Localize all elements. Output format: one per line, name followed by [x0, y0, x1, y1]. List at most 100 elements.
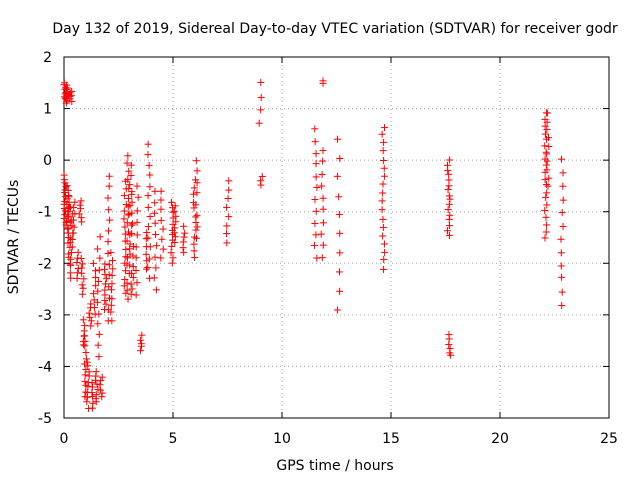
x-tick-label: 0 [60, 431, 69, 447]
data-point [545, 143, 553, 151]
data-point [87, 322, 95, 330]
data-point [311, 138, 319, 146]
data-point [124, 295, 132, 303]
data-point [79, 284, 87, 292]
data-point [557, 262, 565, 270]
data-point [121, 223, 129, 231]
data-point [73, 258, 81, 266]
data-point [152, 264, 160, 272]
x-tick-label: 20 [491, 431, 509, 447]
data-point [379, 147, 387, 155]
data-point [124, 152, 132, 160]
data-point [443, 161, 451, 169]
data-point [124, 211, 132, 219]
data-point [76, 201, 84, 209]
data-point [94, 245, 102, 253]
data-point [312, 231, 320, 239]
data-point [378, 206, 386, 214]
data-point [77, 255, 85, 263]
data-point [105, 261, 113, 269]
data-point [378, 130, 386, 138]
y-tick-label: 1 [43, 102, 52, 118]
data-point [107, 301, 115, 309]
data-point [95, 266, 103, 274]
x-tick-label: 25 [600, 431, 618, 447]
data-point [541, 234, 549, 242]
data-point [146, 183, 154, 191]
data-point [126, 250, 134, 258]
data-point [544, 182, 552, 190]
data-point [151, 253, 159, 261]
data-point [81, 337, 89, 345]
data-point [125, 185, 133, 193]
data-point [137, 340, 145, 348]
data-point [445, 331, 453, 339]
data-point [192, 201, 200, 209]
data-point [379, 215, 387, 223]
data-point [172, 212, 180, 220]
data-point [123, 254, 131, 262]
data-point [81, 377, 89, 385]
data-point [379, 223, 387, 231]
data-point [94, 277, 102, 285]
data-point [121, 276, 129, 284]
data-point [444, 227, 452, 235]
data-point [171, 233, 179, 241]
data-point [80, 275, 88, 283]
data-point [144, 203, 152, 211]
data-point [108, 257, 116, 265]
data-point [65, 193, 73, 201]
data-point [77, 197, 85, 205]
data-point [542, 213, 550, 221]
data-point [542, 161, 550, 169]
data-point [96, 254, 104, 262]
data-point [97, 377, 105, 385]
data-point [336, 287, 344, 295]
data-point [102, 280, 110, 288]
data-point [171, 238, 179, 246]
data-point [60, 171, 68, 179]
data-point [145, 161, 153, 169]
data-point [158, 235, 166, 243]
data-point [95, 330, 103, 338]
data-point [66, 89, 74, 97]
data-point [255, 119, 263, 127]
data-point [92, 391, 100, 399]
data-point [557, 235, 565, 243]
data-point [68, 243, 76, 251]
data-point [106, 216, 114, 224]
data-point [78, 281, 86, 289]
data-point [446, 195, 454, 203]
data-point [81, 371, 89, 379]
data-point [224, 195, 232, 203]
data-point [543, 157, 551, 165]
data-point [543, 150, 551, 158]
data-point [68, 87, 76, 95]
data-point [543, 221, 551, 229]
data-point [95, 310, 103, 318]
data-point [108, 295, 116, 303]
data-point [74, 248, 82, 256]
data-point [319, 147, 327, 155]
data-point [319, 219, 327, 227]
data-point [193, 234, 201, 242]
data-point [66, 269, 74, 277]
data-point [79, 260, 87, 268]
data-point [380, 256, 388, 264]
data-point [559, 182, 567, 190]
data-point [168, 242, 176, 250]
data-point [145, 255, 153, 263]
data-point [170, 207, 178, 215]
data-point [380, 164, 388, 172]
data-point [311, 195, 319, 203]
data-point [335, 211, 343, 219]
data-point [169, 254, 177, 262]
data-point [85, 368, 93, 376]
data-point [543, 201, 551, 209]
data-point [192, 157, 200, 165]
data-point [543, 109, 551, 117]
data-point [92, 273, 100, 281]
data-point [88, 389, 96, 397]
data-point [134, 193, 142, 201]
data-point [445, 222, 453, 230]
